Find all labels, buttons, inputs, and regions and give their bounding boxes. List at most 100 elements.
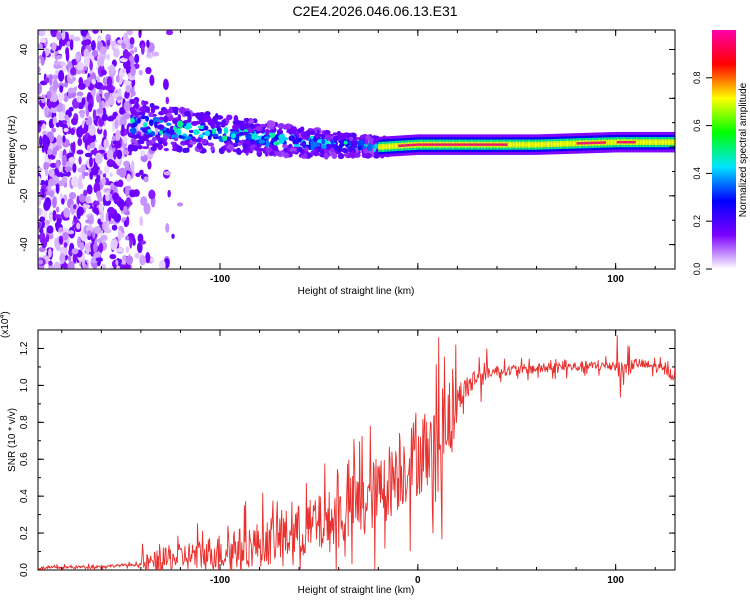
- heatmap-cell: [278, 133, 286, 141]
- heatmap-cell: [177, 113, 182, 121]
- snr-series-line: [38, 335, 675, 570]
- heatmap-cell: [283, 152, 290, 159]
- spectrogram-x-tick-label: 100: [607, 274, 624, 285]
- heatmap-cell: [258, 139, 266, 144]
- heatmap-cell: [476, 143, 479, 146]
- heatmap-cell: [475, 143, 477, 146]
- heatmap-cell: [59, 253, 66, 265]
- heatmap-cell: [50, 30, 58, 38]
- heatmap-cell: [577, 142, 580, 145]
- heatmap-cell: [91, 49, 99, 57]
- heatmap-cell: [77, 167, 85, 173]
- heatmap-cell: [486, 143, 488, 146]
- heatmap-cell: [87, 102, 93, 113]
- heatmap-cell: [130, 139, 137, 143]
- heatmap-cell: [158, 259, 166, 269]
- heatmap-cell: [628, 140, 631, 144]
- heatmap-cell: [537, 143, 539, 146]
- heatmap-cell: [83, 55, 90, 67]
- heatmap-cell: [233, 114, 239, 123]
- snr-y-tick-label: 1.2: [19, 341, 30, 355]
- heatmap-cell: [129, 98, 135, 105]
- heatmap-cell: [466, 143, 468, 146]
- heatmap-cell: [612, 141, 614, 144]
- heatmap-cell: [485, 143, 487, 146]
- heatmap-cell: [658, 140, 660, 144]
- heatmap-cell: [468, 143, 470, 146]
- heatmap-cell: [571, 142, 574, 145]
- heatmap-cell: [82, 126, 88, 134]
- heatmap-cell: [439, 143, 442, 146]
- heatmap-cell: [97, 197, 104, 202]
- heatmap-cell: [49, 168, 55, 178]
- heatmap-cell: [106, 220, 110, 231]
- heatmap-cell: [52, 196, 57, 209]
- heatmap-cell: [166, 122, 172, 126]
- heatmap-cell: [106, 39, 111, 47]
- heatmap-cell: [670, 140, 672, 144]
- heatmap-cell: [188, 129, 194, 134]
- heatmap-cell: [84, 152, 93, 158]
- heatmap-cell: [369, 137, 374, 143]
- heatmap-cell: [638, 140, 640, 144]
- heatmap-cell: [581, 142, 583, 145]
- heatmap-cell: [38, 234, 42, 239]
- heatmap-cell: [49, 162, 57, 168]
- heatmap-cell: [55, 183, 60, 194]
- heatmap-cell: [126, 173, 132, 182]
- heatmap-cell: [99, 100, 103, 112]
- heatmap-cell: [96, 94, 102, 103]
- snr-scale-exponent: 4: [0, 315, 6, 319]
- heatmap-cell: [56, 54, 63, 60]
- heatmap-cell: [67, 255, 72, 262]
- heatmap-cell: [129, 237, 133, 249]
- heatmap-cell: [458, 143, 461, 146]
- heatmap-cell: [46, 225, 54, 234]
- heatmap-cell: [615, 140, 618, 144]
- heatmap-cell: [637, 140, 639, 144]
- heatmap-cell: [123, 205, 128, 213]
- heatmap-cell: [116, 198, 125, 208]
- heatmap-cell: [90, 40, 96, 51]
- heatmap-cell: [519, 143, 521, 146]
- heatmap-cell: [324, 129, 331, 135]
- heatmap-cell: [297, 146, 303, 153]
- heatmap-cell: [247, 119, 255, 125]
- heatmap-cell: [524, 143, 526, 146]
- heatmap-cell: [44, 153, 49, 163]
- heatmap-cell: [43, 161, 49, 171]
- heatmap-cell: [445, 143, 448, 146]
- heatmap-cell: [76, 149, 84, 155]
- heatmap-cell: [152, 105, 160, 110]
- heatmap-cell: [116, 96, 123, 101]
- heatmap-cell: [236, 120, 243, 126]
- heatmap-cell: [122, 32, 129, 44]
- heatmap-cell: [558, 142, 561, 146]
- heatmap-cell: [269, 150, 276, 156]
- heatmap-cell: [97, 36, 102, 42]
- heatmap-cell: [57, 92, 65, 101]
- heatmap-cell: [373, 152, 380, 159]
- heatmap-cell: [78, 156, 82, 165]
- heatmap-cell: [103, 138, 110, 149]
- heatmap-cell: [134, 53, 140, 64]
- heatmap-cell: [469, 143, 472, 146]
- heatmap-cell: [634, 140, 637, 144]
- heatmap-cell: [62, 135, 66, 143]
- heatmap-cell: [328, 133, 334, 137]
- heatmap-cell: [659, 140, 661, 144]
- heatmap-cell: [38, 58, 42, 64]
- heatmap-cell: [487, 143, 489, 146]
- heatmap-cell: [557, 142, 559, 146]
- heatmap-cell: [100, 234, 108, 242]
- heatmap-cell: [367, 143, 372, 152]
- heatmap-cell: [85, 219, 91, 224]
- heatmap-cell: [141, 146, 150, 150]
- heatmap-cell: [107, 206, 116, 215]
- heatmap-cell: [521, 143, 524, 146]
- heatmap-cell: [117, 229, 122, 240]
- heatmap-cell: [513, 143, 515, 146]
- heatmap-cell: [148, 189, 156, 200]
- heatmap-cell: [480, 143, 482, 146]
- heatmap-cell: [64, 114, 69, 121]
